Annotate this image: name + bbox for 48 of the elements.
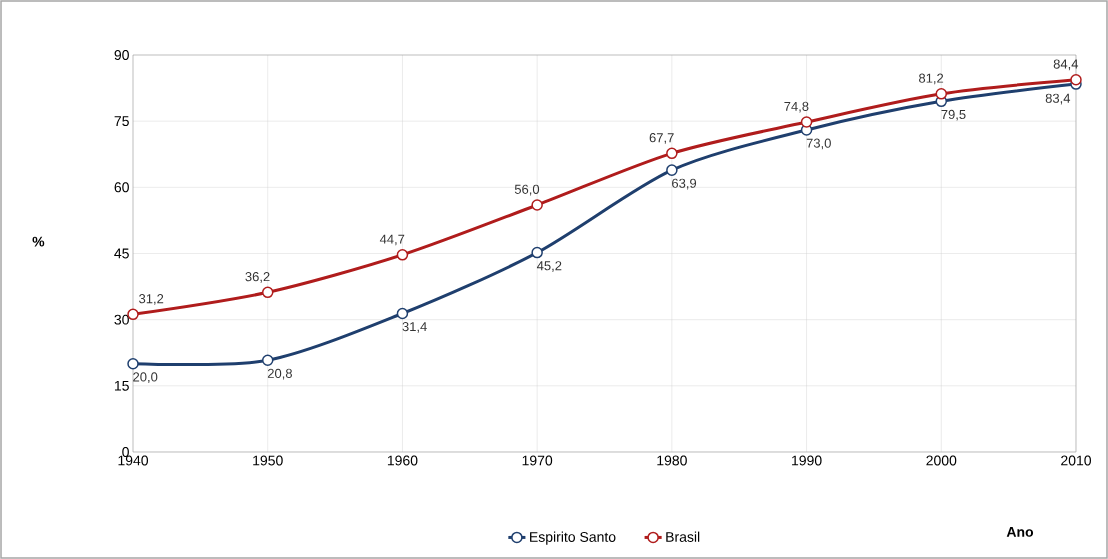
legend-label: Espirito Santo xyxy=(530,531,616,545)
data-label: 84,4 xyxy=(1053,59,1079,71)
x-tick-label: 1980 xyxy=(657,455,687,466)
data-label: 31,2 xyxy=(139,294,164,305)
point xyxy=(531,246,543,259)
point xyxy=(261,286,274,299)
data-label: 73,0 xyxy=(806,138,831,150)
point xyxy=(935,88,948,100)
point xyxy=(800,116,813,128)
data-label: 20,0 xyxy=(133,372,158,384)
y-tick-label: 15 xyxy=(114,380,129,391)
data-label: 36,2 xyxy=(245,272,270,283)
point xyxy=(127,358,139,370)
data-label: 44,7 xyxy=(379,234,405,246)
point xyxy=(261,354,274,366)
y-axis-title: % xyxy=(32,236,45,247)
x-tick-label: 2000 xyxy=(926,455,957,466)
legend-label: Brasil xyxy=(666,531,700,542)
y-tick-label: 90 xyxy=(114,50,129,60)
y-tick-label: 75 xyxy=(114,116,129,127)
data-label: 79,5 xyxy=(941,109,966,121)
point xyxy=(396,249,409,261)
point xyxy=(1070,73,1082,86)
point xyxy=(396,307,409,320)
y-tick-label: 30 xyxy=(114,314,129,325)
data-label: 83,4 xyxy=(1045,93,1071,105)
data-label: 31,4 xyxy=(402,322,427,333)
point xyxy=(666,164,678,176)
x-tick-label: 1970 xyxy=(522,455,553,466)
data-label: 45,2 xyxy=(536,261,562,272)
data-label: 67,7 xyxy=(649,133,674,144)
point xyxy=(666,147,678,160)
data-label: 81,2 xyxy=(919,73,944,85)
data-label: 56,0 xyxy=(514,184,540,196)
point xyxy=(127,308,139,321)
point xyxy=(531,199,543,211)
x-tick-label: 2010 xyxy=(1061,455,1092,466)
x-tick-label: 1950 xyxy=(253,455,283,466)
y-tick-label: 60 xyxy=(114,182,129,193)
x-tick-label: 1990 xyxy=(792,455,822,466)
data-label: 74,8 xyxy=(784,101,809,113)
data-label: 63,9 xyxy=(672,178,697,190)
y-tick-label: 0 xyxy=(122,447,129,457)
x-tick-label: 1960 xyxy=(387,455,418,466)
data-label: 20,8 xyxy=(267,368,292,380)
x-axis-title: Ano xyxy=(1006,527,1034,537)
x-tick-label: 1940 xyxy=(118,455,149,466)
y-tick-label: 45 xyxy=(114,248,129,259)
